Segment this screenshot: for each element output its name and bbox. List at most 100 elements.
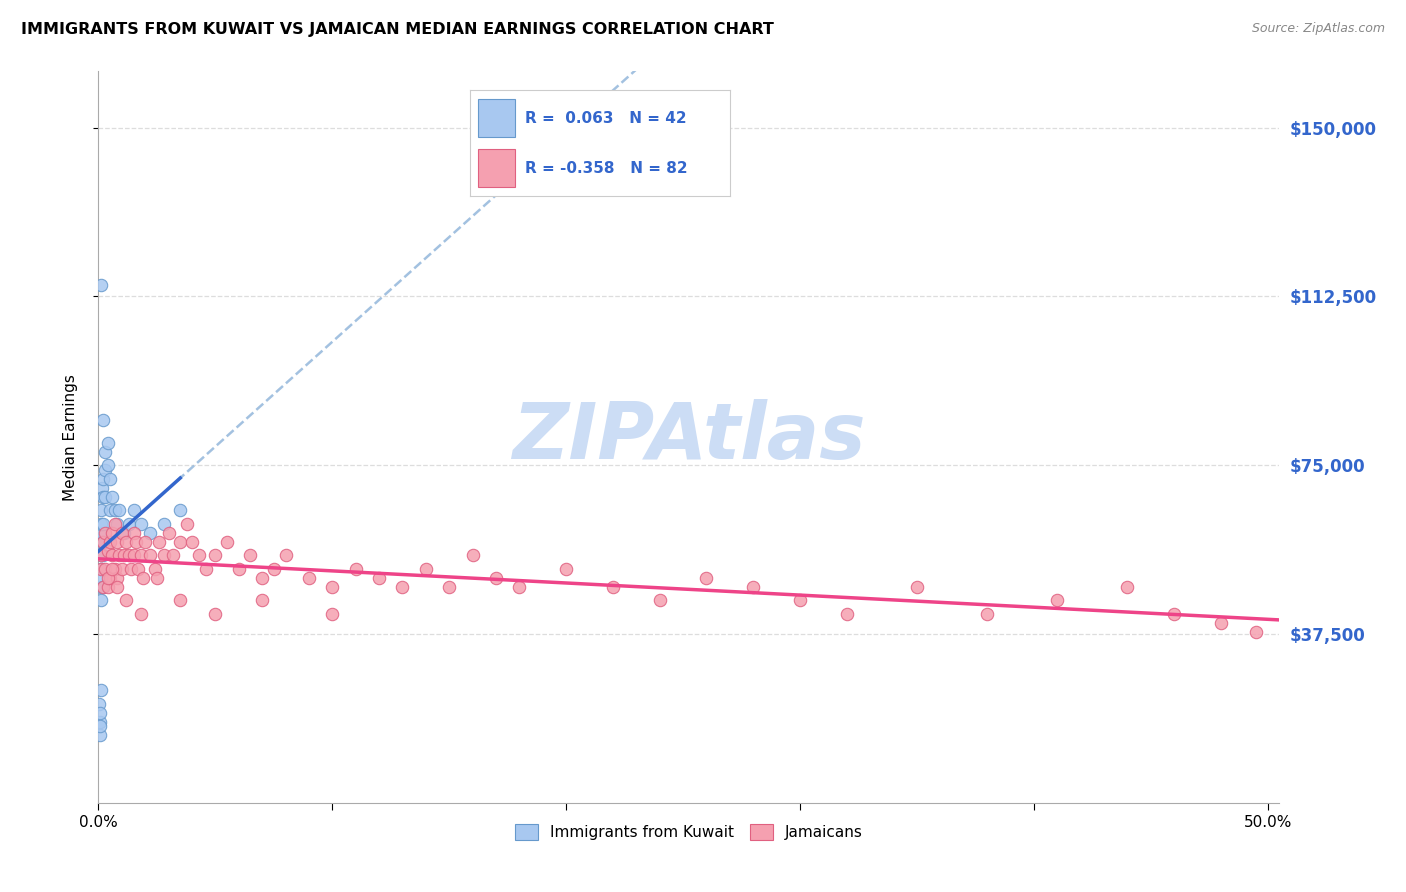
- Point: [90, 571, 112, 585]
- Point: [94, 444, 117, 458]
- Point: [321, 607, 343, 621]
- Point: [108, 503, 131, 517]
- Point: [112, 548, 135, 562]
- Point: [118, 516, 141, 531]
- Point: [101, 525, 124, 540]
- Point: [139, 548, 162, 562]
- Point: [101, 490, 124, 504]
- Point: [105, 571, 128, 585]
- Point: [148, 534, 170, 549]
- Point: [101, 548, 124, 562]
- Point: [104, 516, 127, 531]
- Point: [89, 719, 111, 733]
- Point: [98, 571, 121, 585]
- Point: [742, 580, 765, 594]
- Point: [94, 463, 117, 477]
- Point: [89, 728, 111, 742]
- Point: [98, 472, 121, 486]
- Point: [439, 580, 461, 594]
- Point: [101, 562, 124, 576]
- Point: [122, 525, 145, 540]
- Point: [1163, 607, 1185, 621]
- Point: [122, 548, 145, 562]
- Y-axis label: Median Earnings: Median Earnings: [63, 374, 77, 500]
- Point: [91, 534, 114, 549]
- Point: [91, 516, 114, 531]
- Point: [105, 516, 128, 531]
- Point: [602, 580, 624, 594]
- Point: [263, 562, 285, 576]
- Point: [97, 543, 120, 558]
- Point: [111, 525, 134, 540]
- Point: [368, 571, 391, 585]
- Point: [90, 534, 112, 549]
- Point: [91, 580, 114, 594]
- Legend: Immigrants from Kuwait, Jamaicans: Immigrants from Kuwait, Jamaicans: [509, 818, 869, 847]
- Point: [169, 534, 191, 549]
- Point: [90, 562, 112, 576]
- Point: [90, 525, 112, 540]
- Text: ZIPAtlas: ZIPAtlas: [512, 399, 866, 475]
- Point: [98, 534, 121, 549]
- Point: [508, 580, 530, 594]
- Point: [112, 525, 135, 540]
- Point: [204, 548, 226, 562]
- Text: Source: ZipAtlas.com: Source: ZipAtlas.com: [1251, 22, 1385, 36]
- Point: [415, 562, 437, 576]
- Point: [391, 580, 413, 594]
- Point: [91, 534, 114, 549]
- Point: [169, 593, 191, 607]
- Point: [344, 562, 367, 576]
- Point: [695, 571, 717, 585]
- Point: [90, 580, 112, 594]
- Point: [111, 562, 134, 576]
- Point: [89, 683, 111, 698]
- Point: [94, 490, 117, 504]
- Point: [90, 593, 112, 607]
- Point: [115, 593, 138, 607]
- Point: [129, 516, 152, 531]
- Point: [104, 562, 127, 576]
- Point: [91, 413, 114, 427]
- Point: [250, 571, 273, 585]
- Point: [91, 472, 114, 486]
- Point: [1209, 615, 1232, 630]
- Point: [204, 607, 226, 621]
- Point: [298, 571, 321, 585]
- Point: [228, 562, 250, 576]
- Point: [905, 580, 928, 594]
- Point: [97, 580, 120, 594]
- Point: [188, 548, 211, 562]
- Point: [1046, 593, 1069, 607]
- Point: [118, 548, 141, 562]
- Point: [90, 548, 112, 562]
- Point: [90, 278, 112, 293]
- Point: [104, 503, 127, 517]
- Point: [835, 607, 858, 621]
- Point: [1116, 580, 1139, 594]
- Point: [153, 516, 176, 531]
- Point: [461, 548, 484, 562]
- Point: [122, 503, 145, 517]
- Point: [146, 571, 169, 585]
- Point: [169, 503, 191, 517]
- Point: [157, 525, 180, 540]
- Point: [91, 490, 114, 504]
- Point: [125, 534, 148, 549]
- Point: [139, 525, 162, 540]
- Point: [789, 593, 811, 607]
- Point: [129, 548, 152, 562]
- Point: [153, 548, 176, 562]
- Point: [250, 593, 273, 607]
- Point: [105, 534, 128, 549]
- Point: [98, 503, 121, 517]
- Point: [97, 435, 120, 450]
- Point: [94, 562, 117, 576]
- Point: [97, 458, 120, 473]
- Point: [90, 548, 112, 562]
- Point: [129, 607, 152, 621]
- Point: [143, 562, 166, 576]
- Point: [127, 562, 149, 576]
- Point: [105, 580, 128, 594]
- Point: [89, 706, 111, 720]
